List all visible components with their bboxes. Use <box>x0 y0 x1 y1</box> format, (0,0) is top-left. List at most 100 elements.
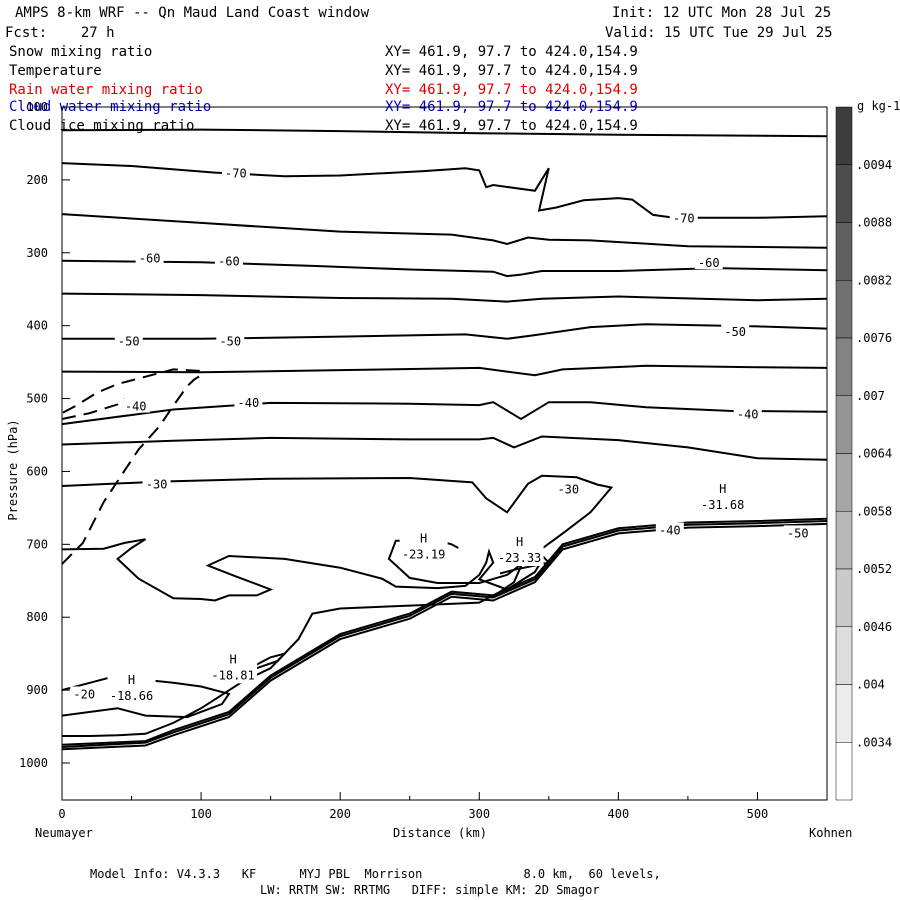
temperature-contour <box>61 259 828 278</box>
contour-label-bg <box>121 398 150 413</box>
extremum-bg <box>209 651 258 684</box>
contour-label-bg <box>135 250 164 265</box>
y-tick-label: 700 <box>26 537 48 551</box>
contour-label: -20 <box>73 687 95 701</box>
colorbar-segment <box>835 106 853 165</box>
colorbar-tick-label: .0058 <box>856 504 892 518</box>
colorbar-segment <box>835 742 853 801</box>
plot-area <box>61 106 828 801</box>
colorbar-tick-label: .0076 <box>856 331 892 345</box>
chart-title: AMPS 8-km WRF -- Qn Maud Land Coast wind… <box>15 5 370 21</box>
contour-label: -40 <box>659 523 681 537</box>
colorbar-segment <box>835 684 853 743</box>
footer-physics-info: LW: RRTM SW: RRTMG DIFF: simple KM: 2D S… <box>260 883 600 897</box>
contour-label-bg <box>694 254 723 269</box>
extremum-mark: H <box>516 535 523 549</box>
contour-label-bg <box>554 481 583 496</box>
temperature-contour <box>61 213 828 249</box>
extremum-mark: H <box>719 482 726 496</box>
contour-label: -50 <box>118 335 140 349</box>
x-end-label: Kohnen <box>809 826 852 840</box>
extremum-bg <box>399 530 448 563</box>
field-name-rain: Rain water mixing ratio <box>9 82 203 98</box>
contour-label: -70 <box>225 166 247 180</box>
y-tick-label: 900 <box>26 683 48 697</box>
contour-label: -60 <box>139 252 161 266</box>
extremum-mark: H <box>420 531 427 545</box>
colorbar-tick-label: .007 <box>856 389 885 403</box>
forecast-hour: Fcst: 27 h <box>5 25 115 41</box>
x-tick-label: 200 <box>329 807 351 821</box>
extremum-bg <box>107 671 156 704</box>
contour-label: -40 <box>125 400 147 414</box>
y-tick-label: 1000 <box>19 756 48 770</box>
field-xy-temperature: XY= 461.9, 97.7 to 424.0,154.9 <box>385 63 638 79</box>
temperature-contour <box>62 323 828 340</box>
valid-time: Valid: 15 UTC Tue 29 Jul 25 <box>605 25 833 41</box>
x-axis-title: Distance (km) <box>393 826 487 840</box>
y-tick-label: 100 <box>26 100 48 114</box>
colorbar-segment <box>835 280 853 339</box>
temperature-contour <box>61 128 828 138</box>
init-time: Init: 12 UTC Mon 28 Jul 25 <box>612 5 832 21</box>
extremum-value: -23.33 <box>498 551 541 565</box>
contour-label-bg <box>214 253 243 268</box>
x-tick-label: 400 <box>608 807 630 821</box>
colorbar-tick-label: .0088 <box>856 216 892 230</box>
colorbar-tick-label: .0094 <box>856 158 892 172</box>
contour-label: -50 <box>787 526 809 540</box>
temperature-contour <box>61 435 828 461</box>
colorbar-segment <box>835 568 853 627</box>
extremum-value: -18.66 <box>110 689 153 703</box>
y-tick-label: 400 <box>26 319 48 333</box>
colorbar-segment <box>835 337 853 396</box>
y-tick-label: 600 <box>26 464 48 478</box>
field-xy-cloud-ice: XY= 461.9, 97.7 to 424.0,154.9 <box>385 118 638 134</box>
colorbar-segment <box>835 222 853 281</box>
colorbar-segment <box>835 164 853 223</box>
temperature-contour <box>61 538 544 737</box>
x-tick-label: 500 <box>747 807 769 821</box>
contour-label-bg <box>783 525 812 540</box>
contour-label-bg <box>655 522 684 537</box>
contour-label: -40 <box>238 396 260 410</box>
contour-label-bg <box>721 324 750 339</box>
contour-label: -50 <box>219 335 241 349</box>
extremum-bg <box>698 480 747 513</box>
extremum-bg <box>495 533 544 566</box>
axes-layer: 0 100 200 300 400 500 100 200 300 400 500 600 700 800… <box>19 100 828 821</box>
contours-layer <box>61 128 828 751</box>
colorbar-unit: g kg-1 <box>857 99 900 113</box>
y-tick-label: 800 <box>26 610 48 624</box>
temperature-contour <box>61 364 828 377</box>
extremum-mark: H <box>229 652 236 666</box>
temperature-contour <box>61 292 828 303</box>
field-xy-snow: XY= 461.9, 97.7 to 424.0,154.9 <box>385 44 638 60</box>
contour-label: -60 <box>218 255 240 269</box>
contour-label-bg <box>70 686 99 701</box>
field-xy-rain: XY= 461.9, 97.7 to 424.0,154.9 <box>385 82 638 98</box>
colorbar-tick-label: .0034 <box>856 735 892 749</box>
colorbar-segment <box>835 453 853 512</box>
mixing-ratio-contour <box>61 368 203 565</box>
extremum-value: -23.19 <box>402 547 445 561</box>
y-axis-title: Pressure (hPa) <box>6 419 20 520</box>
contour-label: -30 <box>557 483 579 497</box>
x-tick-label: 100 <box>190 807 212 821</box>
y-tick-label: 300 <box>26 246 48 260</box>
x-start-label: Neumayer <box>35 826 93 840</box>
colorbar-segment <box>835 626 853 685</box>
footer-model-info: Model Info: V4.3.3 KF MYJ PBL Morrison 8… <box>90 867 661 881</box>
colorbar-tick-label: .0046 <box>856 620 892 634</box>
contour-label-bg <box>216 333 245 348</box>
contour-label-bg <box>733 406 762 421</box>
field-name-snow: Snow mixing ratio <box>9 44 153 60</box>
contour-label: -70 <box>673 212 695 226</box>
contour-label-bg <box>221 165 250 180</box>
contour-label-bg <box>142 476 171 491</box>
contour-label: -60 <box>698 256 720 270</box>
colorbar-tick-label: .0064 <box>856 447 892 461</box>
y-tick-label: 500 <box>26 392 48 406</box>
contour-label: -40 <box>737 408 759 422</box>
